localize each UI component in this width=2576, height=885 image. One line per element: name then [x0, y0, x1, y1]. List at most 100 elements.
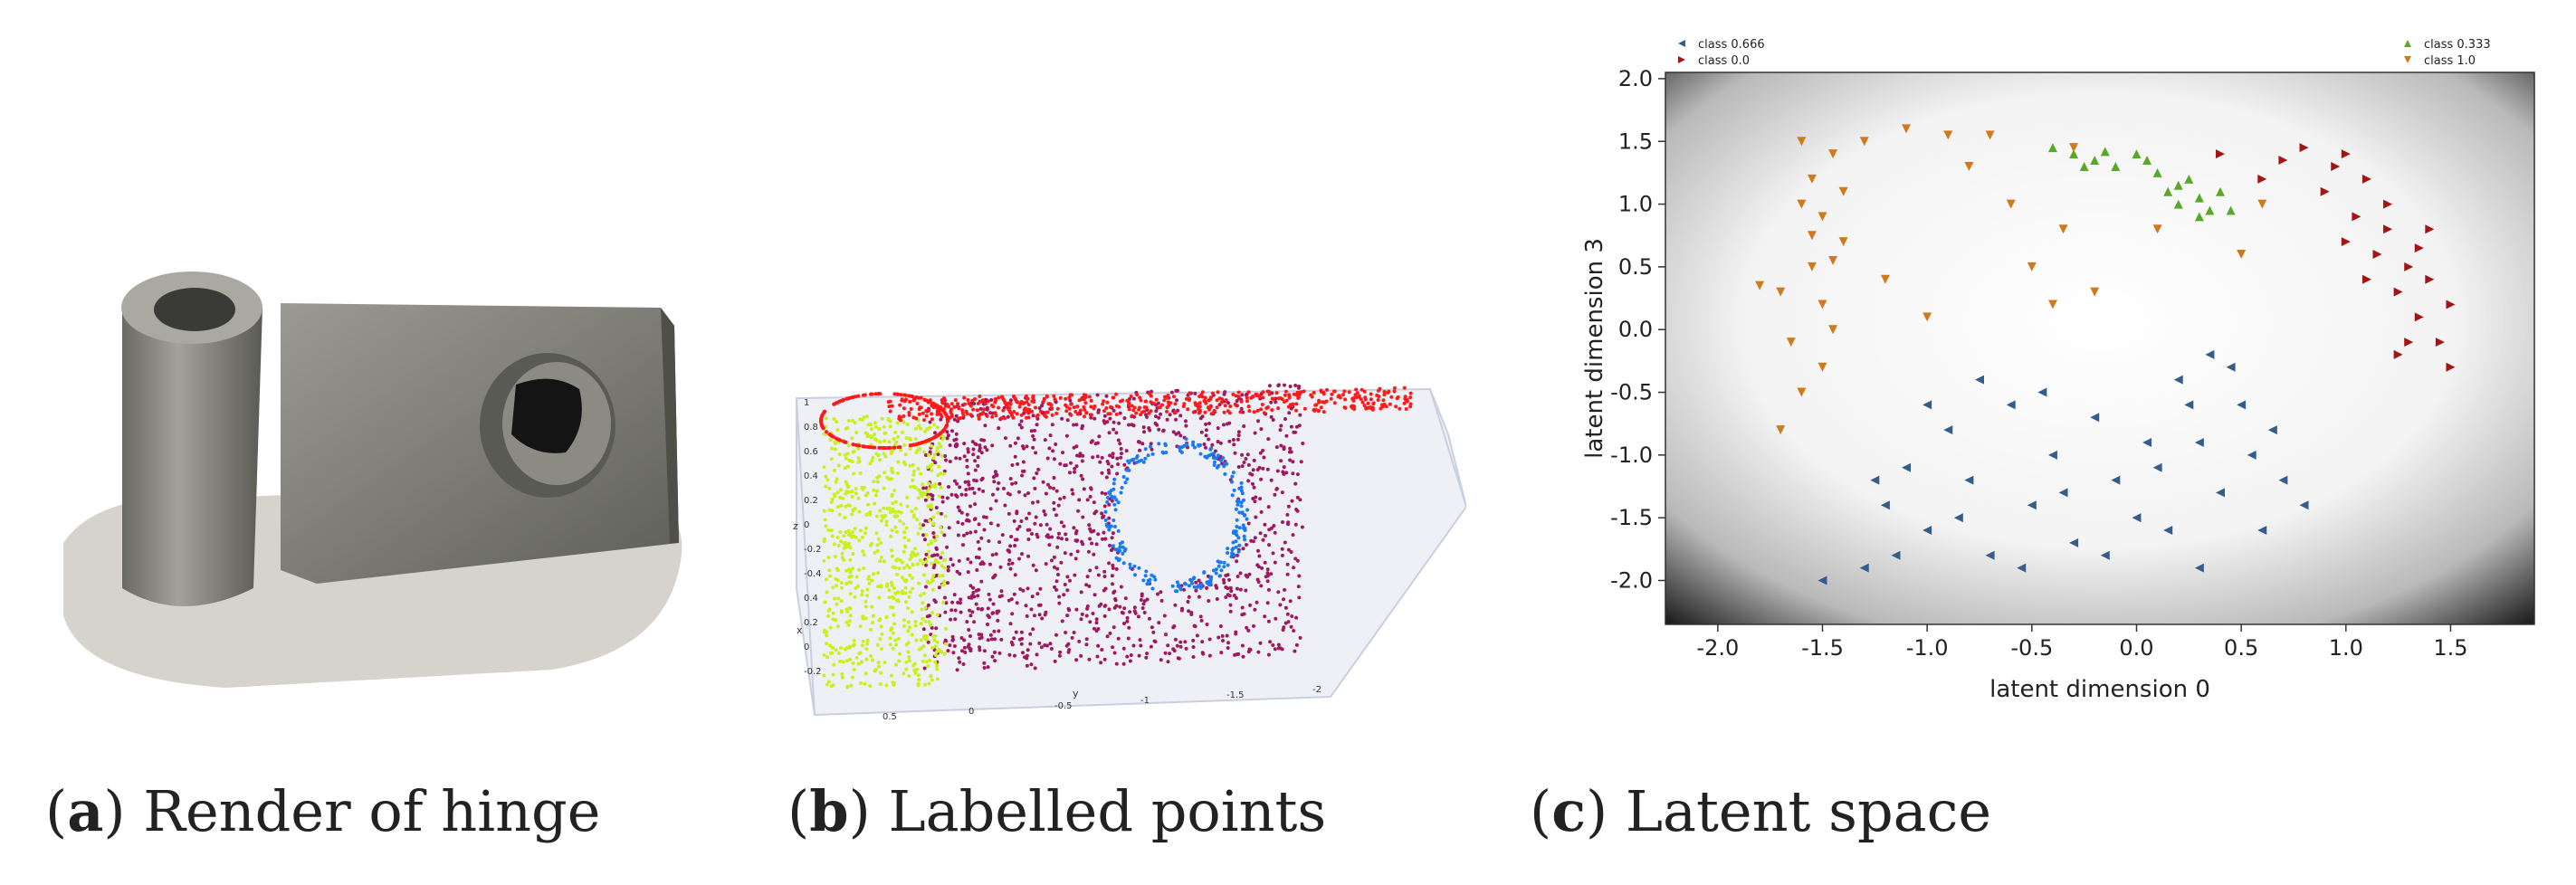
data-point-class-0-666	[2216, 488, 2226, 498]
data-point-class-1-0	[2090, 287, 2100, 297]
data-point-class-0-0	[2320, 186, 2330, 196]
data-point-class-1-0	[1797, 199, 1807, 209]
data-point-class-0-333	[2194, 193, 2204, 203]
legend-label: class 0.333	[2424, 38, 2491, 52]
y-tick-label: -1.0	[1610, 442, 1653, 468]
x-axis-label: latent dimension 0	[1989, 676, 2210, 703]
data-point-class-0-666	[1880, 500, 1890, 510]
z-tick-label: -0.2	[804, 545, 822, 555]
data-point-class-0-0	[2257, 174, 2267, 184]
data-point-class-0-666	[2058, 488, 2068, 498]
legend-label: class 1.0	[2424, 54, 2476, 68]
data-point-class-0-333	[2194, 212, 2204, 222]
y-axis-ticks: 0.5 0 -0.5 -1 -1.5 -2	[883, 685, 1321, 722]
y-axis-label: y	[1073, 688, 1079, 699]
data-point-class-0-333	[2047, 143, 2057, 153]
data-point-class-1-0	[1807, 174, 1817, 184]
data-point-class-1-0	[2047, 300, 2057, 309]
data-point-class-0-0	[2446, 300, 2456, 309]
data-point-class-0-666	[1891, 550, 1901, 560]
data-point-class-1-0	[1776, 287, 1786, 297]
data-point-class-1-0	[1755, 281, 1765, 290]
x-tick-label: 0.0	[2119, 635, 2153, 661]
data-point-class-1-0	[1807, 262, 1817, 271]
data-point-class-0-666	[2100, 550, 2110, 560]
data-point-class-1-0	[1807, 231, 1817, 241]
data-point-class-0-666	[2299, 500, 2309, 510]
data-point-class-0-666	[1902, 462, 1912, 472]
y-tick-label: -2.0	[1610, 567, 1653, 593]
z-tick-label: 0.8	[804, 423, 818, 433]
y-tick-label: 0.0	[1618, 317, 1653, 342]
data-point-class-0-0	[2331, 161, 2341, 171]
data-point-class-0-666	[2069, 538, 2079, 547]
data-point-class-0-666	[1859, 563, 1869, 573]
data-point-class-0-666	[2006, 400, 2016, 410]
data-point-class-1-0	[2237, 250, 2247, 260]
y-axis-label: latent dimension 3	[1581, 238, 1608, 459]
z-tick-label: 0.2	[804, 618, 818, 628]
latent-scatter-chart: -2.0 -1.5 -1.0 -0.5 0.0 0.5 1.0 1.5 2.0 1.5 1.0 0.…	[1581, 38, 2535, 703]
data-point-class-0-0	[2372, 250, 2382, 260]
latent-space-plot: -2.0 -1.5 -1.0 -0.5 0.0 0.5 1.0 1.5 2.0 1.5 1.0 0.…	[1566, 27, 2562, 715]
data-point-class-1-0	[1786, 338, 1796, 347]
data-point-class-1-0	[1985, 130, 1995, 140]
data-point-class-1-0	[2069, 143, 2079, 153]
pointcloud-figure: z y x 10.80.60.40.20-0.2-0.40.40.20-0.2 …	[793, 383, 1468, 722]
data-point-class-0-666	[1870, 475, 1880, 485]
pointcloud-plot: z y x 1 0.8 0.6 0.4 0.2 0 -0.2 -0.4 0.4 0.2 0 -0.2 …	[778, 362, 1468, 724]
legend-label: class 0.666	[1698, 38, 1765, 52]
data-point-class-0-666	[1964, 475, 1974, 485]
data-point-class-0-0	[2425, 274, 2435, 284]
data-point-class-1-0	[1818, 300, 1827, 309]
data-point-class-0-0	[2414, 243, 2424, 253]
y-tick-label: 2.0	[1618, 66, 1653, 91]
hinge-render	[45, 271, 715, 706]
data-point-class-0-666	[2194, 437, 2204, 447]
data-point-class-1-0	[1922, 312, 1932, 322]
data-point-class-0-666	[1922, 400, 1932, 410]
data-point-class-1-0	[2027, 262, 2037, 271]
y-tick-label: 0.5	[883, 712, 897, 722]
data-point-class-0-666	[2142, 437, 2152, 447]
y-tick-label: -2	[1312, 685, 1321, 695]
pointcloud-points	[819, 383, 1413, 690]
caption-b: (b) Labelled points	[787, 778, 1327, 844]
data-point-class-0-666	[1974, 375, 1984, 385]
data-point-class-0-666	[2111, 475, 2121, 485]
z-tick-label: 0	[804, 642, 809, 652]
data-point-class-1-0	[1797, 387, 1807, 397]
data-point-class-0-333	[2100, 147, 2110, 157]
data-point-class-0-0	[2383, 199, 2393, 209]
data-point-class-0-0	[2425, 224, 2435, 234]
data-point-class-1-0	[1828, 255, 1838, 265]
data-point-class-1-0	[1797, 137, 1807, 147]
y-tick-label: -0.5	[1054, 701, 1073, 711]
data-point-class-0-333	[2216, 186, 2226, 196]
data-point-class-1-0	[1943, 130, 1953, 140]
x-axis-label: x	[797, 624, 803, 636]
chart-legend: class 0.666 class 0.0 class 0.333 class 1.0	[1678, 38, 2491, 68]
legend-marker	[1678, 40, 1685, 47]
data-point-class-1-0	[1838, 186, 1848, 196]
data-point-class-1-0	[1828, 149, 1838, 159]
data-point-class-0-666	[1985, 550, 1995, 560]
data-point-class-0-0	[2393, 287, 2403, 297]
data-point-class-0-666	[2132, 513, 2142, 523]
z-tick-label: 0.2	[804, 496, 818, 506]
y-tick-label: -0.5	[1610, 380, 1653, 405]
y-tick-label: -1	[1140, 696, 1150, 706]
data-point-class-1-0	[2058, 224, 2068, 234]
data-point-class-0-666	[2027, 500, 2037, 510]
data-point-class-0-333	[2111, 161, 2121, 171]
data-point-class-1-0	[1818, 212, 1827, 222]
x-tick-label: -1.0	[1906, 635, 1949, 661]
data-point-class-0-0	[2361, 274, 2371, 284]
data-point-class-0-0	[2414, 312, 2424, 322]
data-point-class-0-333	[2205, 205, 2215, 215]
z-tick-label: -0.2	[804, 667, 822, 677]
data-point-class-0-0	[2341, 149, 2351, 159]
z-tick-label: -0.4	[804, 569, 822, 579]
data-point-class-1-0	[2006, 199, 2016, 209]
data-point-class-0-666	[1953, 513, 1963, 523]
